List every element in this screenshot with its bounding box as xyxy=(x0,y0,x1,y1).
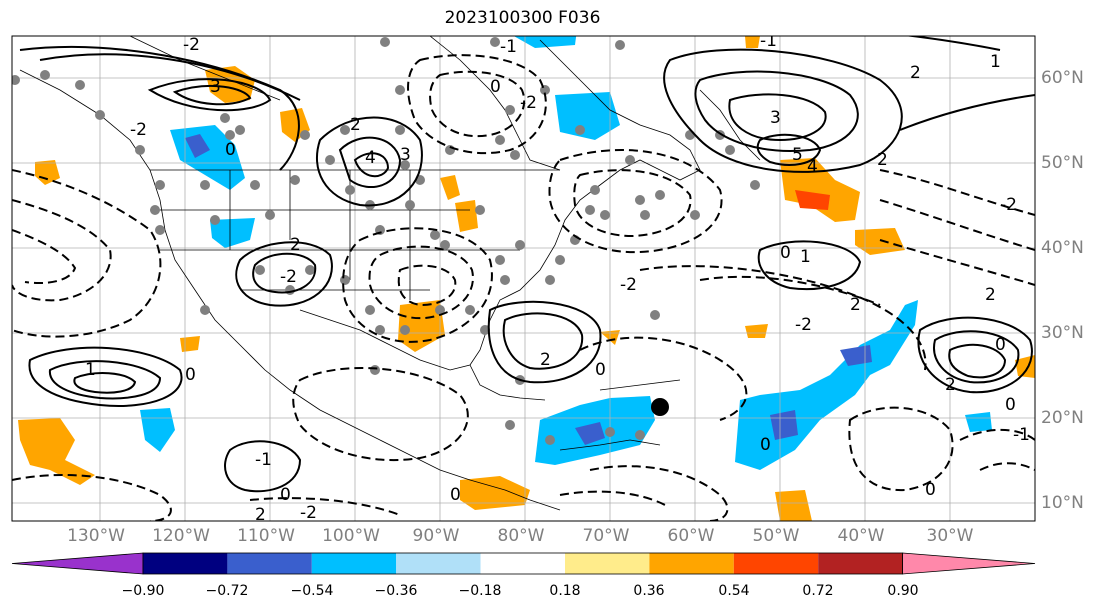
marker-dot xyxy=(651,398,669,416)
contour-label: 1 xyxy=(85,360,96,380)
lon-label: 70°W xyxy=(582,526,630,546)
contour-label: 0 xyxy=(595,360,606,380)
contour-label: -2 xyxy=(1000,195,1017,215)
contour-label: 0 xyxy=(490,77,501,97)
contour-label: 3 xyxy=(770,108,781,128)
contour-label: 2 xyxy=(350,115,361,135)
contour-label: 2 xyxy=(290,235,301,255)
contour-label: 2 xyxy=(255,505,266,525)
colorbar-tick: −0.90 xyxy=(121,583,165,599)
contour-label: 0 xyxy=(225,140,236,160)
solid-contours xyxy=(19,36,1035,493)
lon-label: 40°W xyxy=(837,526,885,546)
contour-label: -2 xyxy=(130,120,147,140)
colorbar-tick: 0.18 xyxy=(549,583,581,599)
colorbar-tick: 0.54 xyxy=(718,583,750,599)
lat-label: 10°N xyxy=(1041,493,1084,513)
colorbar-segment xyxy=(396,553,481,574)
colorbar-segment xyxy=(818,553,903,574)
contour-label: 0 xyxy=(995,335,1006,355)
contour-label: 1 xyxy=(800,247,811,267)
colorbar-outline xyxy=(142,552,903,575)
colorbar-segment xyxy=(565,553,650,574)
contour-label: 0 xyxy=(925,480,936,500)
colorbar-segment xyxy=(227,553,312,574)
lon-label: 100°W xyxy=(322,526,380,546)
contour-label: -1 xyxy=(500,37,517,57)
contour-label: 2 xyxy=(850,295,861,315)
contour-label: -2 xyxy=(795,315,812,335)
contour-label: 0 xyxy=(780,243,791,263)
contour-label: 2 xyxy=(985,285,996,305)
contour-label: -1 xyxy=(760,31,777,51)
gridlines xyxy=(12,36,1035,521)
contour-label: 0 xyxy=(760,435,771,455)
map-title: 2023100300 F036 xyxy=(444,8,601,28)
contour-label: 2 xyxy=(877,150,888,170)
colorbar-tick: 0.90 xyxy=(887,583,919,599)
colorbar-tick: 0.72 xyxy=(802,583,834,599)
lon-label: 120°W xyxy=(152,526,210,546)
contour-label: 2 xyxy=(945,375,956,395)
colorbar-segment xyxy=(311,553,397,574)
contour-label: 3 xyxy=(400,145,411,165)
lon-label: 110°W xyxy=(237,526,295,546)
contour-label: 0 xyxy=(450,485,461,505)
contour-label: 0 xyxy=(185,365,196,385)
contour-label: -2 xyxy=(300,503,317,523)
dashed-contours xyxy=(12,54,1035,521)
colorbar-tick: −0.54 xyxy=(290,583,334,599)
lon-label: 80°W xyxy=(497,526,545,546)
contour-label: -1 xyxy=(255,450,272,470)
lat-label: 20°N xyxy=(1041,408,1084,428)
contour-label: 0 xyxy=(1005,395,1016,415)
contour-label: 1 xyxy=(990,52,1001,72)
contour-label: -2 xyxy=(183,35,200,55)
lat-label: 60°N xyxy=(1041,68,1084,88)
colorbar-segment xyxy=(733,553,819,574)
contour-label: -2 xyxy=(280,267,297,287)
colorbar-tick: −0.36 xyxy=(374,583,418,599)
contour-label: -2 xyxy=(620,275,637,295)
colorbar-segment xyxy=(11,552,144,575)
lon-label: 90°W xyxy=(412,526,460,546)
contour-label: 2 xyxy=(540,350,551,370)
colorbar-tick: −0.18 xyxy=(458,583,502,599)
colorbar xyxy=(11,552,1036,575)
lat-label: 40°N xyxy=(1041,238,1084,258)
lon-label: 50°W xyxy=(752,526,800,546)
lat-label: 30°N xyxy=(1041,323,1084,343)
contour-label: 0 xyxy=(280,485,291,505)
colorbar-segment xyxy=(480,553,565,574)
contour-label: 5 xyxy=(792,145,803,165)
lon-label: 30°W xyxy=(926,526,974,546)
contour-label: 4 xyxy=(807,157,818,177)
lat-label: 50°N xyxy=(1041,153,1084,173)
contour-label: 4 xyxy=(365,148,376,168)
contour-label: 3 xyxy=(210,77,221,97)
station-dots xyxy=(12,37,760,445)
colorbar-segment xyxy=(649,553,734,574)
contour-labels: 3 -2 0 2 4 3 -2 0 -1 2 -2 2 0 -2 3 5 4 2… xyxy=(85,31,1030,525)
lon-label: 130°W xyxy=(67,526,125,546)
contour-label: 2 xyxy=(910,63,921,83)
colorbar-segment xyxy=(902,552,1036,575)
colorbar-tick: −0.72 xyxy=(205,583,249,599)
colorbar-segment xyxy=(143,553,228,574)
contour-label: -1 xyxy=(1013,425,1030,445)
contour-label: -2 xyxy=(520,93,537,113)
lon-label: 60°W xyxy=(667,526,715,546)
colorbar-tick: 0.36 xyxy=(633,583,665,599)
